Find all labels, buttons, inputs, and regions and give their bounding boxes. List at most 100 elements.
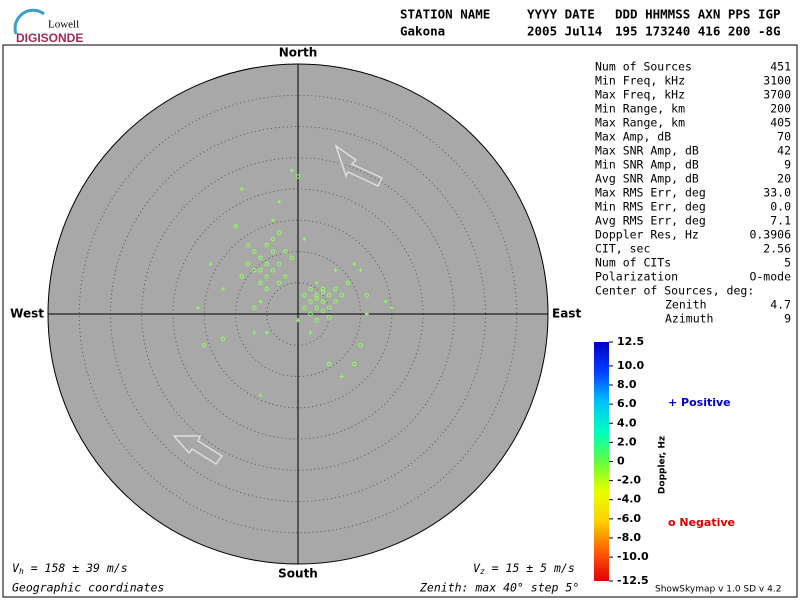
stat-label: Max RMS Err, deg [595,186,706,200]
source-positive [333,268,338,273]
direction-label: North [279,46,317,60]
source-positive [383,299,388,304]
source-negative [314,317,320,323]
colorbar-tick-label: -6.0 [617,512,641,525]
source-negative [251,249,257,254]
source-positive [208,262,213,266]
source-negative [201,342,207,348]
source-negative [245,261,251,267]
stat-label: Max Freq, kHz [595,88,685,102]
source-negative [233,224,238,229]
stat-label: Avg SNR Amp, dB [595,172,699,186]
source-negative [314,305,320,311]
source-negative [301,305,307,311]
source-negative [320,289,326,295]
logo-arc [13,8,45,35]
skymap-plot [47,63,549,565]
vz-label: Vz = 15 ± 5 m/s [473,561,575,576]
center-label: Azimuth [665,312,713,326]
colorbar-tick-label: 2.0 [617,435,637,448]
source-positive [302,237,307,241]
subscript: h [19,567,24,576]
source-negative [320,308,326,314]
center-value: 9 [784,312,791,326]
stat-label: Polarization [595,270,678,284]
stat-value: 42 [777,144,791,158]
center-value: 4.7 [770,298,791,312]
source-positive [308,330,313,335]
value: = 15 ± 5 m/s [485,561,575,575]
source-positive [289,168,294,173]
stat-label: Max SNR Amp, dB [595,144,699,158]
direction-label: West [10,307,44,321]
source-negative [295,174,301,179]
direction-label: East [552,307,581,321]
source-negative [264,242,270,248]
stat-value: 20 [777,172,791,186]
source-negative [289,255,295,261]
source-negative [251,267,257,273]
source-negative [283,274,288,279]
stat-value: 451 [770,60,791,74]
source-positive [196,305,200,310]
source-negative [308,311,313,317]
stat-label: Doppler Res, Hz [595,228,699,242]
stat-value: 9 [784,158,791,172]
source-positive [296,318,300,323]
stat-value: 0.3906 [749,228,791,242]
colorbar-tick-label: 0 [617,455,625,468]
source-positive [221,287,225,291]
source-negative [308,299,313,304]
symbol: V [12,561,20,575]
stat-value: 70 [777,130,791,144]
colorbar-tick-label: 4.0 [617,416,637,429]
stat-value: 0.0 [770,200,791,214]
stat-value: 405 [770,116,791,130]
source-negative [358,342,363,348]
source-negative [320,299,326,304]
stat-label: CIT, sec [595,242,650,256]
zenith-label: Zenith: max 40° step 5° [419,581,579,595]
source-negative [264,261,270,267]
legend-positive: + Positive [668,396,731,409]
stat-label: Min Range, km [595,102,685,116]
source-negative [258,255,263,261]
colorbar-tick-label: 6.0 [617,397,637,410]
stat-label: Max Amp, dB [595,130,671,144]
source-negative [239,274,245,279]
colorbar-tick-label: -12.5 [617,574,649,587]
stat-label: Num of CITs [595,256,671,270]
source-negative [326,292,332,298]
motion-arrow [334,144,384,187]
source-positive [358,268,363,273]
header-label: YYYY DATE [527,7,595,22]
source-negative [270,267,276,273]
coords-label: Geographic coordinates [12,581,164,595]
source-negative [364,292,370,298]
vh-label: Vh = 158 ± 39 m/s [12,561,128,576]
source-negative [220,336,226,342]
logo: Lowell DIGISONDE [13,8,83,45]
header-value: 195 173240 416 200 -8G [615,24,781,39]
motion-arrow [172,435,224,466]
source-negative [276,230,282,236]
source-positive [277,199,282,204]
source-negative [326,314,332,320]
stat-value: 33.0 [763,186,791,200]
header-label: DDD HHMMSS AXN PPS IGP [615,7,781,22]
source-positive [314,280,319,285]
source-positive [364,312,369,316]
colorbar-tick-label: -8.0 [617,531,641,544]
stat-value: O-mode [749,270,791,284]
source-positive [352,262,357,266]
source-negative [245,242,251,248]
source-positive [264,330,269,335]
logo-bottom: DIGISONDE [16,31,83,45]
source-negative [264,274,270,279]
header-value: Gakona [400,24,445,39]
source-negative [283,249,288,254]
header-value: 2005 Jul14 [527,24,602,39]
stat-label: Min SNR Amp, dB [595,158,699,172]
stat-label: Min RMS Err, deg [595,200,706,214]
